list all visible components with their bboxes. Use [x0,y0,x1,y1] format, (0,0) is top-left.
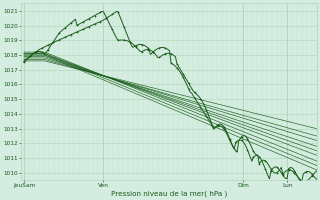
X-axis label: Pression niveau de la mer( hPa ): Pression niveau de la mer( hPa ) [111,190,227,197]
